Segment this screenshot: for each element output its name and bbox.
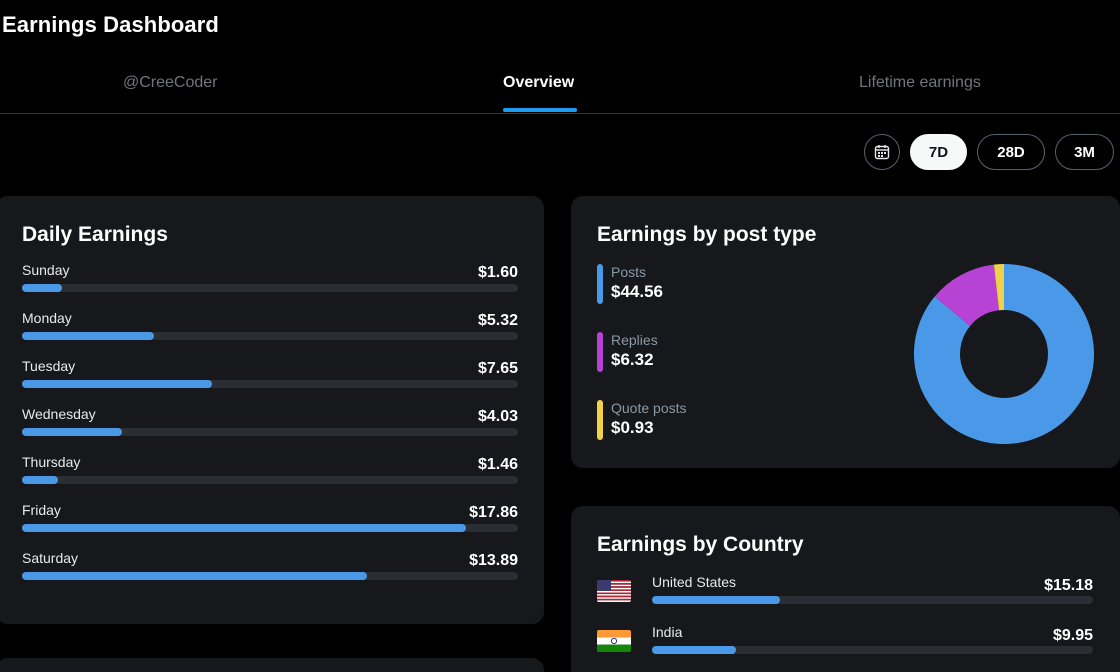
range-28d-button[interactable]: 28D: [977, 134, 1045, 170]
country-earnings-bar: [652, 646, 736, 654]
legend-color-bar: [597, 264, 603, 304]
additional-card: [0, 658, 544, 672]
earnings-bar-track: [22, 332, 518, 340]
tab-overview[interactable]: Overview: [503, 74, 575, 91]
legend-value: $0.93: [611, 418, 654, 437]
country-name: United States: [652, 574, 737, 590]
earnings-bar: [22, 428, 122, 436]
page-title: Earnings Dashboard: [2, 12, 219, 37]
earnings-bar-track: [22, 380, 518, 388]
country-name: India: [652, 624, 683, 640]
range-3m-button[interactable]: 3M: [1055, 134, 1114, 170]
donut-slice-replies: [934, 264, 1001, 327]
legend-color-bar: [597, 332, 603, 372]
legend-value: $44.56: [611, 282, 663, 301]
country-bar-track: [652, 596, 1093, 604]
earnings-bar: [22, 572, 367, 580]
country-bar-track: [652, 646, 1093, 654]
earnings-bar-track: [22, 476, 518, 484]
daily-earnings-row: Saturday $13.89: [22, 550, 518, 590]
earnings-bar: [22, 524, 466, 532]
day-earnings-value: $7.65: [477, 360, 518, 377]
day-earnings-value: $5.32: [477, 312, 518, 329]
day-label: Wednesday: [22, 406, 96, 422]
day-label: Saturday: [22, 550, 79, 566]
legend-label: Posts: [611, 264, 647, 280]
country-row: United States $15.18: [597, 574, 1093, 620]
day-label: Friday: [22, 502, 61, 518]
date-range-selector: 7D 28D 3M: [864, 134, 1114, 170]
earnings-bar: [22, 332, 154, 340]
day-earnings-value: $1.60: [477, 264, 518, 281]
post-type-title: Earnings by post type: [597, 223, 817, 246]
earnings-bar: [22, 284, 62, 292]
day-earnings-value: $13.89: [469, 552, 518, 569]
active-tab-indicator: [503, 108, 577, 112]
day-earnings-value: $1.46: [477, 456, 518, 473]
country-earnings-value: $15.18: [1044, 577, 1093, 594]
daily-earnings-card: Daily Earnings Sunday $1.60 Monday $5.32 Tue…: [0, 196, 544, 624]
donut-slice-posts: [914, 264, 1094, 444]
country-earnings-bar: [652, 596, 780, 604]
earnings-bar-track: [22, 284, 518, 292]
country-card: Earnings by Country United States $15.18 I…: [571, 506, 1120, 672]
day-earnings-value: $17.86: [469, 504, 518, 521]
tab-creecoder[interactable]: @CreeCoder: [123, 74, 218, 91]
daily-earnings-row: Monday $5.32: [22, 310, 518, 350]
day-label: Sunday: [22, 262, 70, 278]
earnings-bar-track: [22, 524, 518, 532]
legend-color-bar: [597, 400, 603, 440]
earnings-bar-track: [22, 428, 518, 436]
country-earnings-value: $9.95: [1052, 627, 1093, 644]
tab-lifetime-earnings[interactable]: Lifetime earnings: [859, 74, 981, 91]
us-flag-icon: [597, 580, 631, 602]
day-label: Monday: [22, 310, 72, 326]
country-title: Earnings by Country: [597, 533, 804, 556]
daily-earnings-row: Sunday $1.60: [22, 262, 518, 302]
daily-earnings-row: Friday $17.86: [22, 502, 518, 542]
earnings-bar: [22, 476, 58, 484]
india-flag-icon: [597, 630, 631, 652]
day-earnings-value: $4.03: [477, 408, 518, 425]
earnings-bar-track: [22, 572, 518, 580]
daily-earnings-row: Tuesday $7.65: [22, 358, 518, 398]
legend-value: $6.32: [611, 350, 654, 369]
legend-label: Replies: [611, 332, 658, 348]
day-label: Tuesday: [22, 358, 76, 374]
calendar-button[interactable]: [864, 134, 900, 170]
calendar-icon: [874, 145, 890, 160]
day-label: Thursday: [22, 454, 81, 470]
daily-earnings-row: Wednesday $4.03: [22, 406, 518, 446]
daily-earnings-title: Daily Earnings: [22, 223, 168, 246]
tab-bar: @CreeCoder Overview Lifetime earnings: [0, 62, 1120, 114]
earnings-bar: [22, 380, 212, 388]
post-type-card: Earnings by post type Posts $44.56 Replies…: [571, 196, 1120, 468]
range-7d-button[interactable]: 7D: [910, 134, 967, 170]
legend-label: Quote posts: [611, 400, 687, 416]
daily-earnings-row: Thursday $1.46: [22, 454, 518, 494]
post-type-donut-chart: [914, 264, 1094, 444]
country-row: India $9.95: [597, 624, 1093, 670]
